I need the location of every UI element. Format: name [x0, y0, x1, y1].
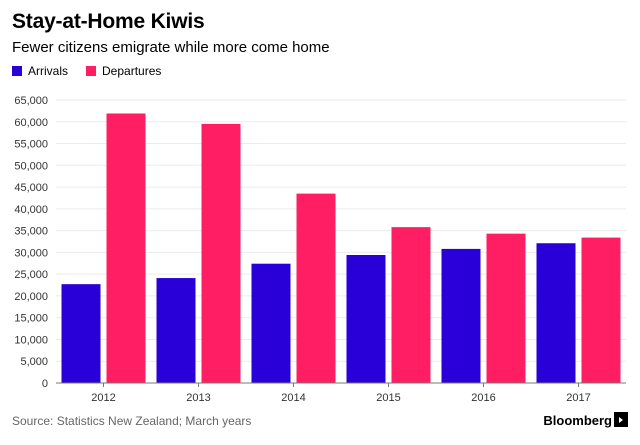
y-tick-label: 45,000: [14, 182, 48, 194]
y-tick-label: 55,000: [14, 139, 48, 151]
x-tick-label: 2013: [186, 392, 210, 404]
y-tick-label: 20,000: [14, 291, 48, 303]
bar-departures-2012: [107, 113, 146, 383]
x-tick-label: 2016: [471, 392, 495, 404]
y-tick-label: 15,000: [14, 313, 48, 325]
bar-arrivals-2017: [537, 243, 576, 383]
bar-arrivals-2015: [347, 255, 386, 383]
chart-plot: 0 5,000 10,000 15,000 20,000 25,000 30,000 35,0…: [0, 0, 640, 445]
y-tick-label: 35,000: [14, 226, 48, 238]
bar-departures-2017: [582, 238, 621, 383]
bar-departures-2015: [392, 227, 431, 383]
x-tick-label: 2015: [376, 392, 400, 404]
bloomberg-logo: Bloomberg: [543, 413, 612, 428]
x-tick-label: 2014: [281, 392, 305, 404]
y-tick-label: 5,000: [20, 356, 48, 368]
bar-arrivals-2016: [442, 249, 481, 383]
bar-arrivals-2013: [157, 278, 196, 383]
x-tick-label: 2012: [91, 392, 115, 404]
bar-departures-2014: [297, 194, 336, 383]
bar-arrivals-2012: [62, 284, 101, 383]
bar-departures-2016: [487, 234, 526, 383]
y-tick-label: 40,000: [14, 204, 48, 216]
y-tick-label: 65,000: [14, 95, 48, 107]
y-tick-label: 0: [42, 378, 48, 390]
bar-arrivals-2014: [252, 264, 291, 383]
bar-departures-2013: [202, 124, 241, 383]
y-tick-label: 50,000: [14, 160, 48, 172]
bloomberg-icon: [614, 412, 628, 427]
y-tick-label: 10,000: [14, 334, 48, 346]
source-note: Source: Statistics New Zealand; March ye…: [12, 414, 251, 428]
y-tick-label: 30,000: [14, 247, 48, 259]
x-tick-label: 2017: [566, 392, 590, 404]
y-tick-label: 25,000: [14, 269, 48, 281]
y-tick-label: 60,000: [14, 117, 48, 129]
